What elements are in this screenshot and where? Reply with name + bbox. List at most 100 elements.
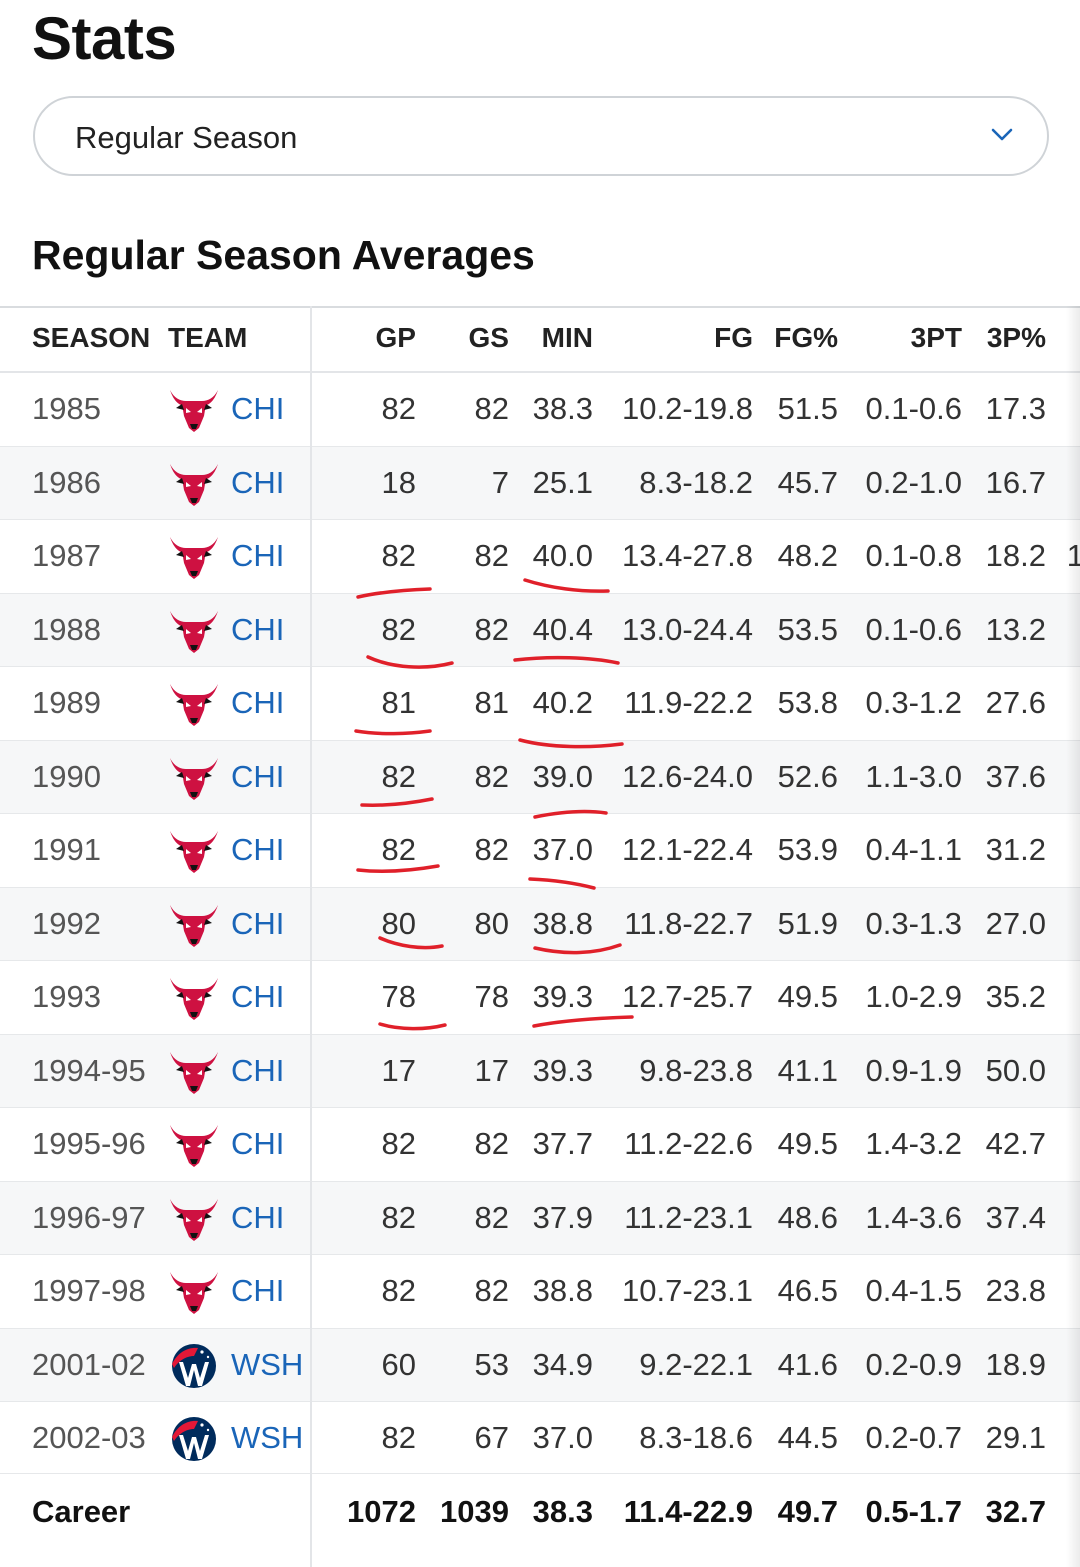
gs-cell: 7 [491,464,509,500]
gs-cell: 80 [474,905,509,941]
min-cell: 40.2 [532,685,593,720]
team-link[interactable]: WSH [231,1420,304,1455]
team-link[interactable]: CHI [231,391,285,426]
fg-cell: 8.3-18.2 [639,464,753,500]
team-link[interactable]: CHI [231,758,285,794]
header-gp[interactable]: GP [375,322,416,353]
career-3pt: 0.5-1.7 [865,1494,962,1529]
season-cell: 1985 [32,391,101,426]
season-cell: 1992 [32,905,101,941]
3p-pct-cell: 37.6 [985,758,1046,794]
table-header-row: SEASON TEAM GP GS MIN FG FG% 3PT 3P% [0,308,1080,373]
team-link[interactable]: CHI [231,1199,285,1235]
team-link[interactable]: CHI [231,538,285,573]
chevron-down-icon [991,128,1013,141]
season-type-select[interactable]: Regular Season [33,96,1049,176]
team-link[interactable]: CHI [231,1052,285,1088]
3p-pct-cell: 50.0 [985,1052,1046,1088]
bulls-logo-icon [168,754,220,802]
season-cell: 2001-02 [32,1346,146,1382]
team-link[interactable]: CHI [231,1273,285,1308]
team-link[interactable]: CHI [231,1126,285,1161]
season-cell: 2002-03 [32,1420,146,1455]
career-fg: 11.4-22.9 [623,1494,753,1529]
bulls-logo-icon [168,974,220,1022]
team-link[interactable]: CHI [231,685,285,720]
3pt-cell: 1.1-3.0 [865,758,962,794]
header-min[interactable]: MIN [541,322,593,353]
3pt-cell: 0.3-1.3 [865,905,962,941]
3p-pct-cell: 29.1 [985,1420,1046,1455]
fg-pct-cell: 52.6 [777,758,838,794]
gp-cell: 82 [381,391,416,426]
header-season[interactable]: SEASON [32,322,151,353]
table-row: 1986 CHI 18 7 25.1 8.3-18.2 45.7 0.2-1.0 16.7 [0,446,1080,520]
bulls-logo-icon [168,901,220,949]
season-cell: 1989 [32,685,101,720]
team-link[interactable]: CHI [231,979,285,1014]
min-cell: 34.9 [532,1346,593,1382]
team-link[interactable]: WSH [231,1346,304,1382]
3pt-cell: 0.3-1.2 [865,685,962,720]
career-label: Career [32,1494,131,1529]
min-cell: 38.8 [532,1273,593,1308]
3pt-cell: 0.4-1.1 [865,832,962,867]
header-team[interactable]: TEAM [168,322,248,353]
bulls-logo-icon [168,1048,220,1096]
career-gs: 1039 [440,1494,509,1529]
min-cell: 39.3 [532,979,593,1014]
gp-cell: 82 [381,832,416,867]
team-link[interactable]: CHI [231,464,285,500]
3p-pct-cell: 13.2 [985,611,1046,647]
season-cell: 1997-98 [32,1273,146,1308]
3pt-cell: 0.4-1.5 [865,1273,962,1308]
career-gp: 1072 [347,1494,416,1529]
fg-cell: 9.2-22.1 [639,1346,753,1382]
fg-pct-cell: 44.5 [777,1420,838,1455]
table-top-border [0,306,1080,308]
team-link[interactable]: CHI [231,611,285,647]
min-cell: 40.4 [532,611,593,647]
table-row: 1988 CHI 82 82 40.4 13.0-24.4 53.5 0.1-0.6 13.2 [0,593,1080,667]
3p-pct-cell: 42.7 [985,1126,1046,1161]
3pt-cell: 0.9-1.9 [865,1052,962,1088]
fg-cell: 10.2-19.8 [622,391,753,426]
header-gs[interactable]: GS [468,322,509,353]
gs-cell: 82 [474,832,509,867]
fg-cell: 10.7-23.1 [622,1273,753,1308]
bulls-logo-icon [168,607,220,655]
3pt-cell: 0.1-0.8 [865,538,962,573]
gs-cell: 82 [474,1199,509,1235]
3p-pct-cell: 16.7 [985,464,1046,500]
gp-cell: 82 [381,538,416,573]
gp-cell: 82 [381,1126,416,1161]
fg-pct-cell: 53.9 [777,832,838,867]
page-title: Stats [32,5,177,72]
team-link[interactable]: CHI [231,905,285,941]
table-row: 1992 CHI 80 80 38.8 11.8-22.7 51.9 0.3-1.3 27.0 [0,887,1080,961]
gp-cell: 82 [381,611,416,647]
table-row: 1994-95 CHI 17 17 39.3 9.8-23.8 41.1 0.9-1.9 50.… [0,1034,1080,1108]
header-3pt[interactable]: 3PT [910,322,962,353]
table-row: 1995-96 CHI 82 82 37.7 11.2-22.6 49.5 1.4-3.2 42… [0,1108,1080,1182]
3p-pct-cell: 23.8 [985,1273,1046,1308]
header-fg[interactable]: FG [714,322,753,353]
gs-cell: 82 [474,758,509,794]
stats-table: SEASON TEAM GP GS MIN FG FG% 3PT 3P% 198… [0,306,1080,1567]
header-fg-pct[interactable]: FG% [774,322,838,353]
min-cell: 37.7 [532,1126,593,1161]
min-cell: 37.9 [532,1199,593,1235]
3pt-cell: 0.1-0.6 [865,391,962,426]
frozen-column-divider [310,306,312,1567]
fg-pct-cell: 51.5 [777,391,838,426]
gs-cell: 82 [474,611,509,647]
bulls-logo-icon [168,1195,220,1243]
team-link[interactable]: CHI [231,832,285,867]
gs-cell: 17 [474,1052,509,1088]
table-row: 1990 CHI 82 82 39.0 12.6-24.0 52.6 1.1-3.0 37.6 [0,740,1080,814]
season-cell: 1987 [32,538,101,573]
header-3p-pct[interactable]: 3P% [986,322,1046,353]
fg-cell: 9.8-23.8 [639,1052,753,1088]
fg-cell: 11.9-22.2 [624,685,753,720]
